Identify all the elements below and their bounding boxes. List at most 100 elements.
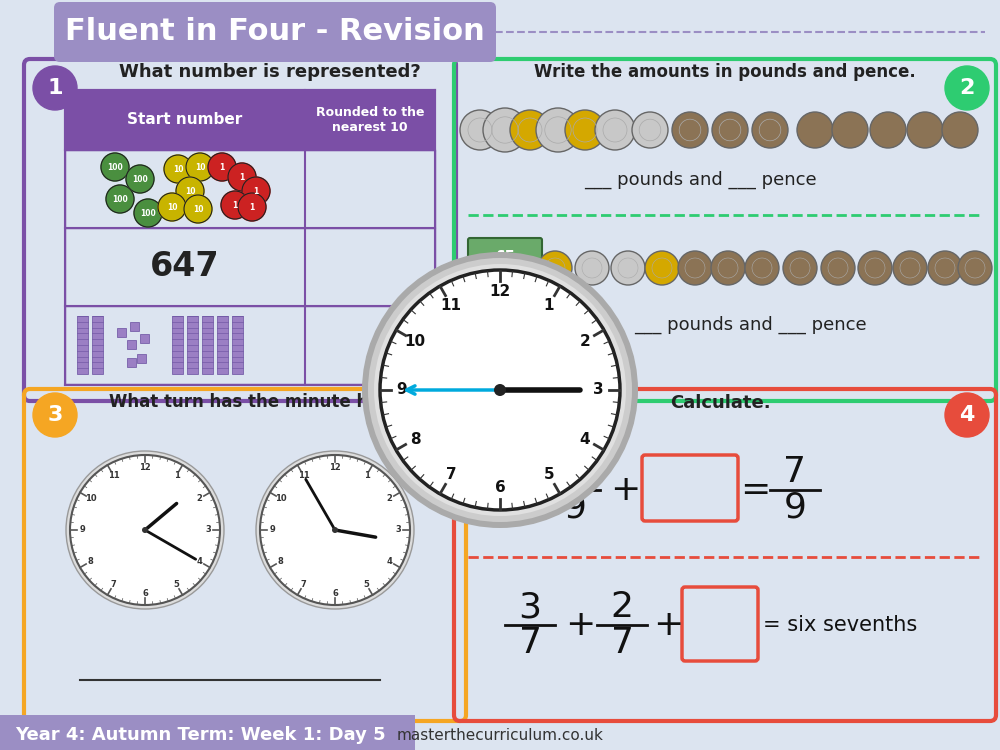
- Circle shape: [164, 155, 192, 183]
- Text: 100: 100: [140, 209, 156, 218]
- FancyBboxPatch shape: [468, 238, 542, 292]
- Text: 8: 8: [278, 557, 283, 566]
- Circle shape: [870, 112, 906, 148]
- Circle shape: [745, 251, 779, 285]
- Bar: [65, 306, 435, 384]
- Circle shape: [66, 451, 224, 609]
- Circle shape: [783, 251, 817, 285]
- Circle shape: [711, 251, 745, 285]
- Text: Calculate.: Calculate.: [670, 394, 770, 412]
- Text: 2: 2: [579, 334, 590, 349]
- Bar: [187, 316, 198, 374]
- Circle shape: [228, 163, 256, 191]
- FancyBboxPatch shape: [682, 587, 758, 661]
- Circle shape: [945, 393, 989, 437]
- Circle shape: [101, 153, 129, 181]
- Text: 7: 7: [518, 626, 542, 660]
- Text: = six sevenths: = six sevenths: [763, 615, 917, 635]
- Text: 1: 1: [47, 78, 63, 98]
- Text: 4: 4: [580, 431, 590, 446]
- Text: +: +: [565, 608, 595, 642]
- Circle shape: [260, 455, 410, 605]
- Text: 10: 10: [185, 187, 195, 196]
- Circle shape: [374, 264, 626, 516]
- Text: =: =: [740, 473, 770, 507]
- Text: 3: 3: [205, 526, 211, 535]
- Circle shape: [494, 384, 506, 396]
- Bar: [130, 322, 139, 331]
- Text: 9: 9: [269, 526, 275, 535]
- Circle shape: [142, 527, 148, 533]
- Circle shape: [70, 455, 220, 605]
- Text: 100: 100: [112, 194, 128, 203]
- Circle shape: [958, 251, 992, 285]
- Text: What turn has the minute hand made?: What turn has the minute hand made?: [109, 393, 471, 411]
- Bar: [65, 90, 435, 150]
- Text: 3: 3: [518, 590, 542, 624]
- Text: 3: 3: [47, 405, 63, 425]
- Circle shape: [893, 251, 927, 285]
- Text: 4: 4: [387, 557, 392, 566]
- Text: masterthecurriculum.co.uk: masterthecurriculum.co.uk: [397, 728, 603, 742]
- Bar: [172, 316, 183, 374]
- Circle shape: [645, 251, 679, 285]
- Text: 12: 12: [139, 463, 151, 472]
- Circle shape: [611, 251, 645, 285]
- Circle shape: [378, 268, 622, 512]
- Text: 2: 2: [959, 78, 975, 98]
- Bar: [0, 715, 415, 750]
- Circle shape: [238, 193, 266, 221]
- Text: Start number: Start number: [127, 112, 243, 128]
- Text: 10: 10: [405, 334, 426, 349]
- Circle shape: [510, 110, 550, 150]
- Text: Rounded to the
nearest 10: Rounded to the nearest 10: [316, 106, 424, 134]
- Text: 9: 9: [397, 382, 407, 398]
- Text: 1: 1: [364, 471, 369, 480]
- Text: 4: 4: [197, 557, 202, 566]
- Text: 8: 8: [410, 431, 420, 446]
- Bar: [140, 334, 149, 343]
- Bar: [127, 340, 136, 349]
- Circle shape: [821, 251, 855, 285]
- Circle shape: [184, 195, 212, 223]
- Text: 1: 1: [239, 172, 245, 182]
- Text: Year 4: Autumn Term: Week 1: Day 5: Year 4: Autumn Term: Week 1: Day 5: [15, 726, 386, 744]
- Text: 1: 1: [249, 202, 255, 211]
- Circle shape: [33, 393, 77, 437]
- Circle shape: [126, 165, 154, 193]
- Text: 1: 1: [544, 298, 554, 313]
- Text: 11: 11: [440, 298, 461, 313]
- Circle shape: [797, 112, 833, 148]
- Text: Fluent in Four - Revision: Fluent in Four - Revision: [65, 17, 485, 46]
- Circle shape: [672, 112, 708, 148]
- Text: What number is represented?: What number is represented?: [119, 63, 421, 81]
- Circle shape: [134, 199, 162, 227]
- Circle shape: [536, 108, 580, 152]
- Circle shape: [565, 110, 605, 150]
- Bar: [117, 328, 126, 337]
- Text: 100: 100: [107, 163, 123, 172]
- Bar: [137, 354, 146, 363]
- Circle shape: [208, 153, 236, 181]
- Text: 4: 4: [959, 405, 975, 425]
- Text: 2: 2: [610, 590, 634, 624]
- Text: 9: 9: [564, 491, 586, 525]
- Text: +: +: [610, 473, 640, 507]
- Circle shape: [712, 112, 748, 148]
- Text: 10: 10: [193, 205, 203, 214]
- Text: Write the amounts in pounds and pence.: Write the amounts in pounds and pence.: [534, 63, 916, 81]
- Circle shape: [752, 112, 788, 148]
- Circle shape: [380, 270, 620, 510]
- Circle shape: [538, 251, 572, 285]
- Text: 9: 9: [784, 491, 806, 525]
- Text: 3: 3: [395, 526, 401, 535]
- Circle shape: [483, 108, 527, 152]
- Text: 7: 7: [610, 626, 634, 660]
- Text: 10: 10: [275, 494, 286, 503]
- Text: 6: 6: [332, 589, 338, 598]
- FancyBboxPatch shape: [642, 455, 738, 521]
- Text: 7: 7: [301, 580, 306, 589]
- Text: 10: 10: [167, 202, 177, 211]
- Text: +: +: [653, 608, 683, 642]
- Text: 100: 100: [132, 175, 148, 184]
